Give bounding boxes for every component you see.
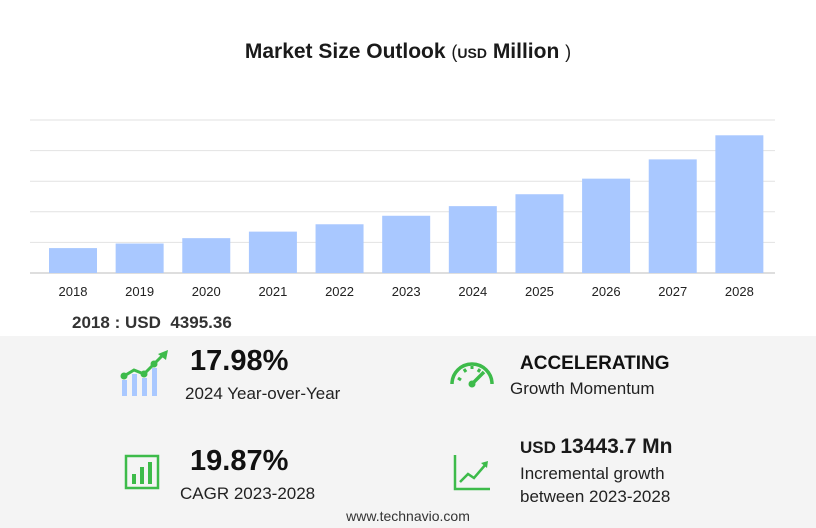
title-unit-word: Million xyxy=(492,40,560,63)
incremental-line1-wrap: Incremental growth xyxy=(520,464,665,484)
bar-2025 xyxy=(515,194,564,273)
title-open-paren: ( xyxy=(451,42,458,62)
base-currency: USD xyxy=(124,313,161,332)
momentum-value: ACCELERATING xyxy=(520,353,670,374)
x-tick-label-2022: 2022 xyxy=(325,284,354,299)
bar-2027 xyxy=(648,159,697,273)
bar-2021 xyxy=(248,231,297,273)
x-tick-label-2026: 2026 xyxy=(592,284,621,299)
incremental-stat: USD 13443.7 Mn xyxy=(520,435,672,459)
chart-title: Market Size Outlook (USD Million ) xyxy=(0,40,816,64)
x-tick-label-2019: 2019 xyxy=(125,284,154,299)
title-unit: USD xyxy=(457,45,487,61)
trend-line-icon xyxy=(453,455,490,491)
yoy-label: 2024 Year-over-Year xyxy=(185,384,341,403)
cagr-stat: 19.87% xyxy=(190,445,288,478)
footer-url: www.technavio.com xyxy=(346,508,470,524)
bar-chart: 2018 2019 2020 2021 2022 2023 2024 2025 2026 2027… xyxy=(30,119,775,299)
yoy-stat: 17.98% xyxy=(190,345,288,378)
gauge-icon xyxy=(450,362,494,388)
yoy-label-wrap: 2024 Year-over-Year xyxy=(185,384,340,404)
incremental-value: 13443.7 Mn xyxy=(560,435,673,458)
cagr-value: 19.87% xyxy=(190,445,289,477)
growth-chart-icon xyxy=(120,350,168,396)
bar-2019 xyxy=(115,243,164,273)
bar-2028 xyxy=(715,135,764,273)
base-year: 2018 xyxy=(72,313,110,332)
cagr-label: CAGR 2023-2028 xyxy=(180,484,316,503)
bar-2020 xyxy=(182,238,231,273)
bar-2026 xyxy=(582,178,631,273)
momentum-label: Growth Momentum xyxy=(510,379,655,398)
x-tick-label-2024: 2024 xyxy=(458,284,487,299)
stats-panel: 17.98% 2024 Year-over-Year ACCELERATING … xyxy=(0,336,816,528)
base-value: 4395.36 xyxy=(170,313,232,332)
x-tick-label-2025: 2025 xyxy=(525,284,554,299)
cagr-label-wrap: CAGR 2023-2028 xyxy=(180,484,315,504)
incremental-line2: between 2023-2028 xyxy=(520,487,671,506)
x-tick-label-2021: 2021 xyxy=(258,284,287,299)
bar-chart-icon xyxy=(124,454,160,490)
incremental-line1: Incremental growth xyxy=(520,464,665,483)
bar-2018 xyxy=(49,248,97,273)
incremental-line2-wrap: between 2023-2028 xyxy=(520,487,670,507)
x-tick-label-2028: 2028 xyxy=(725,284,754,299)
bar-2022 xyxy=(315,224,364,273)
bar-2023 xyxy=(382,215,431,273)
bar-2024 xyxy=(448,206,497,273)
title-main: Market Size Outlook xyxy=(244,40,446,63)
incremental-currency: USD xyxy=(520,438,556,457)
base-year-value: 2018 : USD 4395.36 xyxy=(72,313,232,333)
yoy-value: 17.98% xyxy=(190,345,289,377)
momentum-stat: ACCELERATING xyxy=(520,353,670,375)
x-tick-label-2018: 2018 xyxy=(59,284,88,299)
x-tick-label-2027: 2027 xyxy=(658,284,687,299)
base-sep: : xyxy=(114,313,121,332)
title-close-paren: ) xyxy=(565,42,572,62)
momentum-label-wrap: Growth Momentum xyxy=(510,379,655,399)
x-tick-label-2023: 2023 xyxy=(392,284,421,299)
x-tick-label-2020: 2020 xyxy=(192,284,221,299)
